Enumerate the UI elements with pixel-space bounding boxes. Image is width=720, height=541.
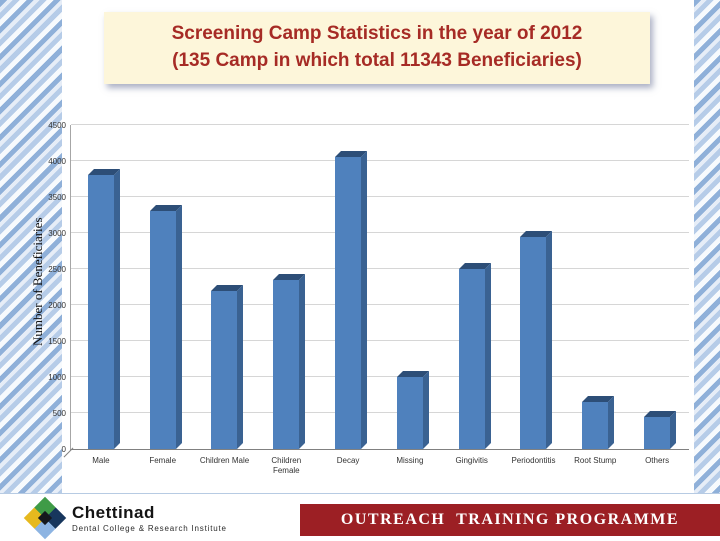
bar-side-face [608,396,615,449]
y-tick-label: 1000 [48,373,66,382]
x-axis-label: Root Stump [574,456,617,465]
bar-children-male [211,284,244,449]
y-tick-label: 2500 [48,265,66,274]
x-axis-label: Female [149,456,177,465]
y-tick-label: 4500 [48,121,66,130]
bar-slot [626,125,688,449]
background-stripes-right [694,0,720,494]
x-axis-label: Others [645,456,670,465]
bar-slot [132,125,194,449]
gridline [71,232,689,233]
bar-female [149,205,182,449]
y-tick-label: 3000 [48,229,66,238]
bar-side-face [361,151,368,449]
gridline [71,196,689,197]
x-axis-label: Gingivitis [455,456,488,465]
gridline [71,304,689,306]
logo-name: Chettinad [72,502,155,522]
x-axis-label: Children Female [271,456,302,475]
x-axis-label: Missing [396,456,424,465]
x-axis-label: Children Male [199,456,250,465]
bars-container [70,125,688,449]
bar-slot [503,125,565,449]
slide-title-line2: (135 Camp in which total 11343 Beneficia… [172,50,582,71]
bar-decay [335,151,368,449]
bar-slot [255,125,317,449]
bar-periodontitis [520,230,553,449]
bar-side-face [237,284,244,449]
y-tick-label: 4000 [48,157,66,166]
bar-gingivitis [458,263,491,449]
bar-slot [194,125,256,449]
bar-children-female [273,273,306,449]
bar-slot [564,125,626,449]
institute-logo: Chettinad Dental College & Research Inst… [23,494,227,541]
y-tick-label: 2000 [48,301,66,310]
x-axis-label: Male [92,456,110,465]
bar-side-face [546,230,553,449]
slide-footer: Chettinad Dental College & Research Inst… [0,493,720,541]
bar-chart: Number of Beneficiaries 0 500 1000 1500 2000… [0,100,720,492]
bar-slot [317,125,379,449]
bar-side-face [175,205,182,449]
gridline [71,268,689,269]
x-axis-label: Decay [336,456,360,465]
x-axis-label: Periodontitis [511,456,556,465]
x-axis-labels: Male Female Children Male Children Female De… [70,456,688,476]
bar-missing [396,371,429,449]
bar-side-face [299,273,306,449]
y-axis-title: Number of Beneficiaries [30,217,45,347]
logo-subtitle: Dental College & Research Institute [72,523,227,533]
y-tick-label: 0 [61,445,66,454]
gridline [71,160,689,162]
bar-slot [441,125,503,449]
bar-slot [379,125,441,449]
bar-root-stump [582,396,615,449]
bar-side-face [113,169,120,449]
y-tick-label: 3500 [48,193,66,202]
bar-side-face [484,263,491,449]
gridline [71,340,689,341]
logo-text: Chettinad Dental College & Research Inst… [72,503,227,533]
gridline [71,412,689,414]
bar-slot [70,125,132,449]
bar-others [644,410,677,449]
gridline [71,376,689,378]
gridline [71,124,689,125]
bar-side-face [670,410,677,449]
y-tick-label: 500 [52,409,66,418]
slide-title-box: Screening Camp Statistics in the year of… [104,12,650,84]
slide-title-line1: Screening Camp Statistics in the year of… [171,23,583,45]
bar-male [87,169,120,449]
bar-side-face [422,371,429,449]
y-tick-label: 1500 [48,337,66,346]
programme-banner: OUTREACH TRAINING PROGRAMME [300,504,720,536]
pinwheel-logo-icon [23,496,67,539]
background-stripes-left [0,0,62,494]
